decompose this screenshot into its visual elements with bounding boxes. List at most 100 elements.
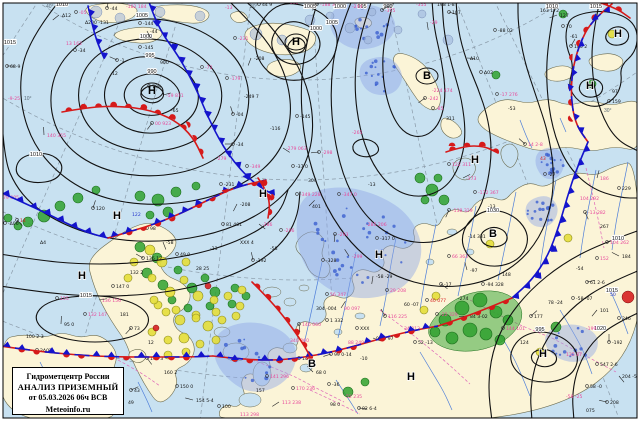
svg-text:60 -07: 60 -07	[404, 302, 419, 308]
svg-text:122 311: 122 311	[452, 162, 471, 168]
svg-text:Δ12: Δ12	[62, 13, 71, 19]
svg-text:1015: 1015	[4, 40, 16, 46]
svg-text:152: 152	[600, 256, 609, 262]
svg-text:50: 50	[610, 292, 616, 298]
svg-text:-145: -145	[143, 45, 154, 51]
svg-text:-285 206: -285 206	[366, 222, 387, 228]
svg-text:-59 871: -59 871	[166, 93, 184, 99]
low-pressure-center-label: Н	[292, 36, 300, 48]
svg-text:-328: -328	[326, 258, 337, 264]
source-site: Meteoinfo.ru	[45, 405, 91, 414]
svg-text:-44: -44	[150, 29, 158, 35]
fronts-layer	[3, 3, 631, 364]
svg-text:101: 101	[600, 308, 609, 314]
svg-text:990: 990	[147, 69, 156, 75]
svg-text:1000: 1000	[334, 4, 346, 10]
svg-text:61 2-6: 61 2-6	[590, 280, 605, 286]
svg-text:127: 127	[560, 13, 569, 19]
svg-text:99 0-14: 99 0-14	[334, 352, 352, 358]
svg-text:-199: -199	[586, 326, 597, 332]
svg-text:304 -004: 304 -004	[316, 306, 337, 312]
svg-text:12: 12	[112, 71, 118, 77]
svg-text:-145: -145	[300, 114, 311, 120]
svg-text:-58: -58	[166, 240, 174, 246]
svg-text:-116: -116	[270, 126, 281, 132]
svg-text:98: 98	[150, 226, 156, 232]
svg-text:186: 186	[600, 176, 609, 182]
svg-text:1010: 1010	[30, 152, 42, 158]
svg-text:204 -5: 204 -5	[622, 374, 637, 380]
svg-text:229: 229	[622, 186, 631, 192]
precip-cells-layer	[3, 5, 635, 398]
svg-text:122: 122	[132, 212, 141, 218]
svg-text:-23: -23	[210, 246, 218, 252]
svg-text:140 355: 140 355	[47, 133, 66, 139]
low-pressure-center-label: Н	[78, 270, 86, 282]
svg-text:-274: -274	[458, 296, 469, 302]
svg-text:14 2-8: 14 2-8	[528, 142, 543, 148]
svg-text:-188 3: -188 3	[320, 2, 335, 8]
svg-text:Δ10: Δ10	[470, 56, 479, 62]
svg-text:-173: -173	[466, 176, 477, 182]
svg-text:113 298: 113 298	[240, 412, 259, 418]
svg-text:-249 7: -249 7	[244, 94, 259, 100]
svg-text:1 332: 1 332	[330, 318, 343, 324]
svg-text:-58 -25: -58 -25	[566, 394, 583, 400]
svg-text:43: 43	[134, 388, 140, 394]
svg-text:95 0: 95 0	[64, 322, 74, 328]
svg-text:-58: -58	[270, 246, 278, 252]
svg-text:44 9: 44 9	[262, 2, 272, 8]
svg-text:100: 100	[222, 404, 231, 410]
svg-text:-58 -29: -58 -29	[376, 274, 393, 280]
svg-text:10°: 10°	[24, 96, 32, 102]
svg-text:-17 276: -17 276	[500, 92, 518, 98]
svg-text:-61: -61	[570, 34, 578, 40]
svg-text:-53: -53	[508, 106, 516, 112]
analysis-info-box: Гидрометцентр России АНАЛИЗ ПРИЗЕМНЫЙ от…	[12, 367, 124, 415]
svg-text:1005: 1005	[136, 13, 148, 19]
svg-text:58 -0: 58 -0	[590, 384, 602, 390]
svg-text:-192: -192	[612, 340, 623, 346]
svg-text:1010: 1010	[56, 2, 68, 8]
svg-text:XXX 4: XXX 4	[240, 240, 254, 246]
low-pressure-center-label: Н	[614, 28, 622, 40]
svg-text:1005: 1005	[326, 20, 338, 26]
svg-text:-375: -375	[385, 8, 396, 14]
svg-text:147 0: 147 0	[116, 284, 129, 290]
svg-text:135 87: 135 87	[566, 352, 582, 358]
svg-text:-298: -298	[322, 150, 333, 156]
svg-text:-179: -179	[230, 76, 241, 82]
svg-text:-244: -244	[352, 4, 363, 10]
high-pressure-center-label: В	[308, 358, 316, 370]
svg-text:1030: 1030	[487, 208, 499, 214]
svg-text:52 -13: 52 -13	[418, 340, 433, 346]
svg-text:163 172: 163 172	[540, 8, 559, 14]
svg-text:150 0: 150 0	[180, 384, 193, 390]
svg-text:52 235: 52 235	[346, 394, 362, 400]
svg-text:-347 0: -347 0	[342, 192, 357, 198]
svg-text:116 225: 116 225	[388, 314, 407, 320]
svg-text:43: 43	[540, 156, 546, 162]
low-pressure-center-label: Н	[375, 249, 383, 261]
svg-text:100 2-3: 100 2-3	[26, 334, 44, 340]
svg-text:-27: -27	[548, 172, 556, 178]
svg-text:49 0: 49 0	[180, 252, 190, 258]
svg-text:1015: 1015	[590, 4, 602, 10]
svg-text:97: 97	[612, 89, 618, 95]
svg-text:-182 184: -182 184	[126, 4, 147, 10]
svg-text:-04: -04	[236, 112, 244, 118]
svg-text:-1: -1	[120, 58, 125, 64]
svg-text:-72: -72	[205, 65, 213, 71]
svg-text:-10: -10	[360, 356, 368, 362]
low-pressure-center-label: Н	[113, 210, 121, 222]
svg-text:900: 900	[160, 60, 169, 66]
svg-text:1000: 1000	[140, 34, 152, 40]
svg-text:-22 329: -22 329	[440, 312, 458, 318]
svg-text:-34: -34	[236, 142, 244, 148]
low-pressure-center-label: Н	[586, 80, 594, 92]
svg-text:-13: -13	[368, 182, 376, 188]
svg-text:311: 311	[446, 116, 455, 122]
